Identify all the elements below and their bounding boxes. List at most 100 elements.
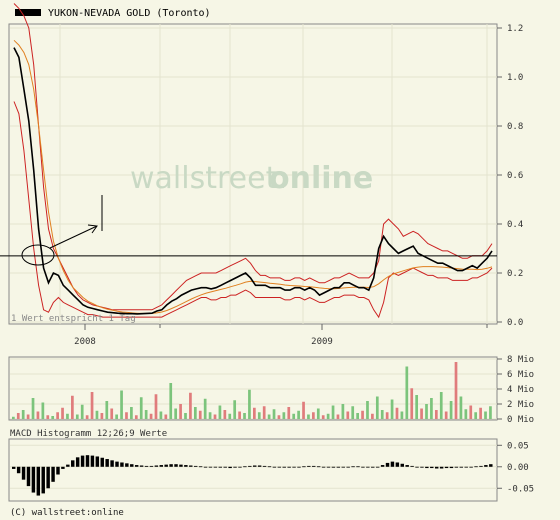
macd-bar: [198, 466, 203, 468]
annotation-arrow: [49, 225, 98, 249]
macd-bar: [287, 466, 291, 468]
volume-bar: [312, 412, 315, 419]
volume-bar: [420, 408, 423, 419]
macd-bar: [174, 464, 178, 467]
volume-bar: [16, 413, 20, 419]
macd-bar: [169, 464, 173, 467]
macd-bar: [331, 466, 336, 468]
macd-bar: [459, 466, 464, 468]
price-series: [13, 3, 493, 319]
volume-bar: [351, 406, 355, 419]
volume-bar: [385, 412, 389, 419]
macd-bar: [51, 466, 55, 482]
volume-bar: [80, 404, 84, 419]
price-grid: [10, 24, 497, 324]
volume-bar: [193, 407, 197, 419]
macd-bar: [115, 461, 119, 467]
scale-note: 1 Wert entspricht 1 Tag: [11, 314, 136, 324]
x-tick-label: 2009: [311, 337, 333, 347]
watermark-wallstreet: wallstreet:: [130, 161, 287, 196]
volume-bar: [238, 411, 241, 419]
macd-bar: [130, 464, 134, 467]
volume-bar: [169, 383, 173, 419]
volume-bar: [56, 412, 59, 419]
macd-bar: [46, 466, 50, 489]
macd-bar: [385, 462, 390, 467]
volume-bar: [26, 414, 30, 419]
macd-bar: [208, 466, 213, 468]
macd-bar: [75, 457, 80, 467]
macd-bar: [272, 466, 277, 468]
volume-bar: [154, 394, 158, 419]
volume-bar: [336, 414, 340, 419]
volume-y-axis: 8 Mio 6 Mio 4 Mio 2 Mio 0 Mio: [497, 355, 534, 425]
volume-bar: [434, 410, 438, 419]
volume-bar: [120, 390, 123, 419]
volume-bar: [223, 410, 227, 419]
macd-bar: [110, 460, 114, 467]
macd-bar: [371, 466, 375, 468]
volume-bar: [144, 410, 148, 419]
macd-bar: [375, 466, 380, 468]
volume-bar: [61, 407, 64, 419]
volume-bar: [430, 398, 433, 419]
volume-bar: [282, 412, 286, 419]
macd-bar: [218, 466, 223, 468]
volume-bar: [253, 407, 256, 419]
volume-bar: [105, 401, 109, 419]
volume-bar: [90, 392, 94, 419]
macd-bar: [144, 465, 149, 467]
macd-bar: [469, 466, 473, 468]
volume-bar: [164, 414, 168, 419]
annotation-circle: [21, 244, 55, 266]
volume-bar: [139, 397, 143, 419]
macd-title: MACD Histogramm 12;26;9 Werte: [10, 429, 167, 439]
volume-bar: [449, 401, 453, 419]
price-line: [13, 47, 493, 315]
macd-bar: [12, 466, 16, 469]
macd-bar: [71, 460, 75, 467]
volume-bar: [326, 413, 330, 419]
volume-bar: [272, 409, 276, 419]
macd-bar: [336, 466, 341, 468]
volume-bar: [228, 413, 232, 419]
macd-bar: [90, 455, 95, 467]
macd-bar: [139, 465, 144, 467]
macd-bar: [282, 466, 286, 468]
macd-bar: [361, 466, 365, 468]
x-tick-label: 2008: [74, 337, 96, 347]
macd-bar: [302, 466, 306, 468]
macd-bar: [267, 466, 272, 468]
volume-bar: [405, 366, 409, 419]
macd-bar: [321, 466, 326, 468]
macd-bar: [66, 464, 70, 467]
volume-bar: [321, 415, 325, 419]
macd-bar: [380, 465, 385, 467]
macd-bar: [56, 466, 60, 475]
macd-bar: [184, 465, 188, 467]
volume-bar: [346, 411, 350, 419]
price-y-tick-label: 0.0: [507, 318, 523, 328]
macd-bar: [134, 465, 139, 467]
volume-bar: [415, 395, 419, 419]
volume-bar: [36, 411, 40, 419]
volume-bar: [213, 414, 217, 419]
volume-bar: [366, 401, 369, 419]
macd-bar: [41, 466, 45, 494]
volume-bar: [189, 392, 192, 419]
volume-bar: [331, 405, 335, 419]
volume-bar: [208, 412, 212, 419]
footer-copyright: (C) wallstreet:online: [10, 508, 124, 518]
volume-bar: [390, 399, 394, 419]
macd-bar: [434, 466, 439, 469]
upper-band-line: [13, 3, 493, 311]
volume-y-tick-label: 6 Mio: [507, 370, 534, 380]
macd-bar: [179, 464, 183, 467]
macd-bar: [341, 466, 345, 468]
volume-bar: [262, 406, 266, 419]
macd-panel: [8, 438, 498, 502]
volume-bar: [287, 407, 291, 419]
volume-bar: [297, 410, 300, 419]
volume-bar: [248, 389, 251, 419]
volume-bar: [149, 413, 153, 419]
